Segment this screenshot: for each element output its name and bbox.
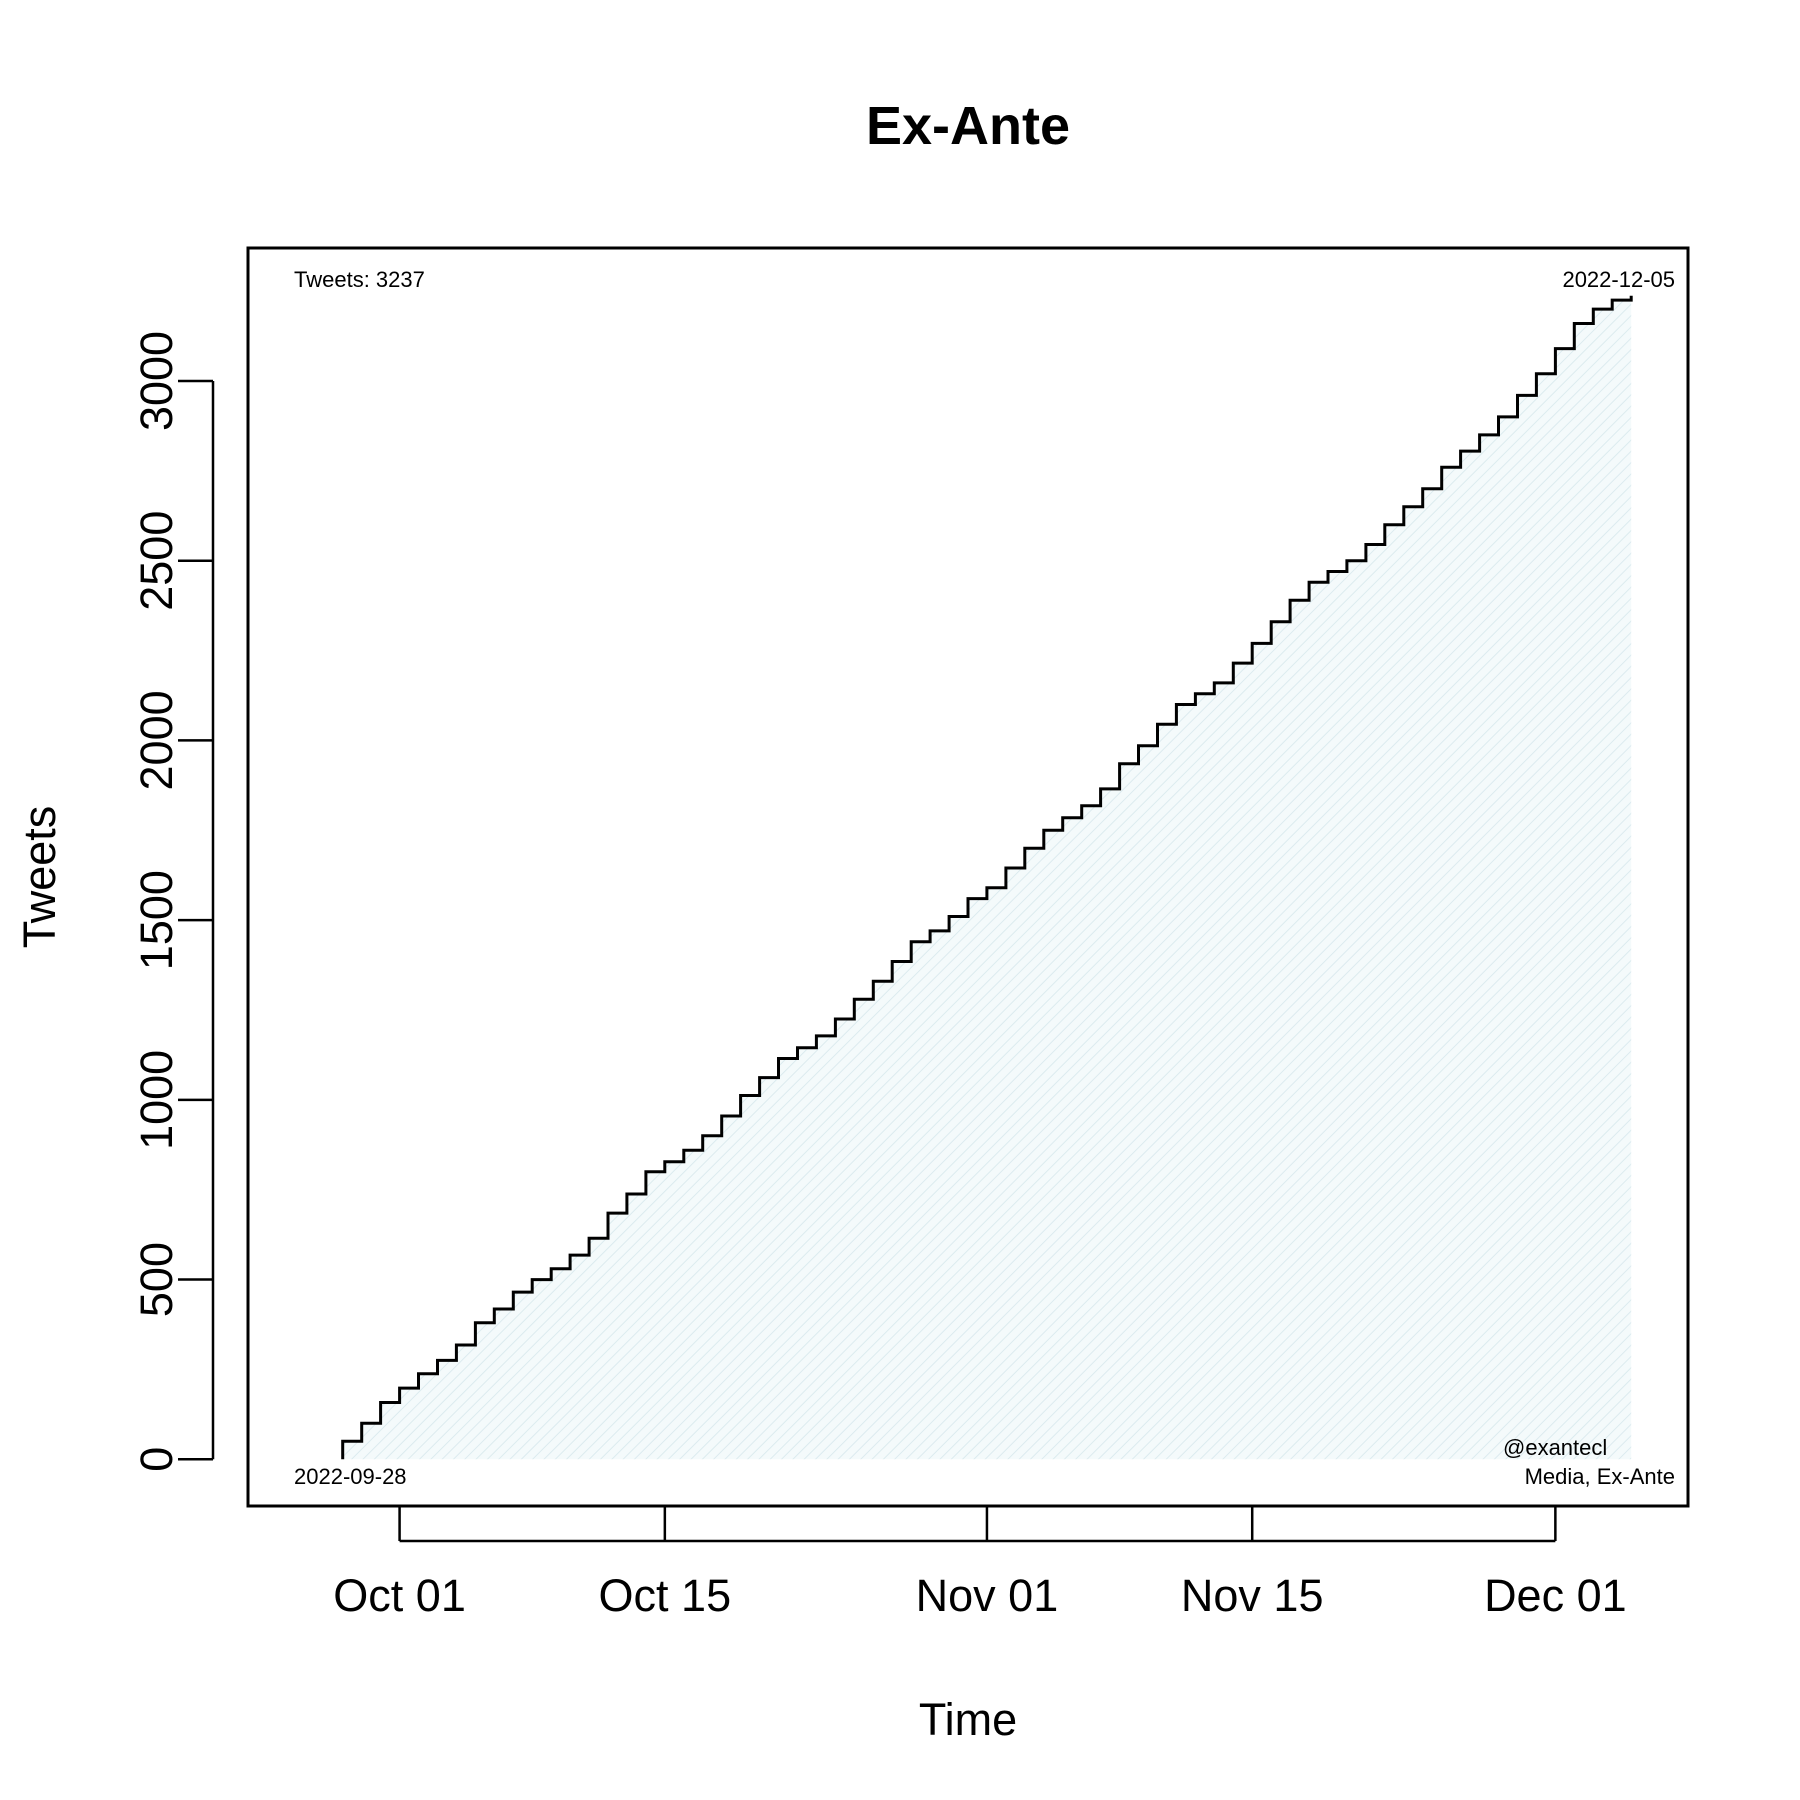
plot-area bbox=[341, 295, 1633, 1460]
plot-frame bbox=[246, 246, 1690, 1508]
y-tick-label: 1000 bbox=[131, 1050, 182, 1150]
x-tick-label: Dec 01 bbox=[1484, 1570, 1627, 1621]
y-tick-label: 1500 bbox=[131, 870, 182, 970]
chart-title: Ex-Ante bbox=[866, 96, 1070, 156]
x-axis-title: Time bbox=[919, 1694, 1017, 1745]
x-tick-label: Nov 15 bbox=[1181, 1570, 1324, 1621]
end-date-annotation: 2022-12-05 bbox=[1562, 267, 1675, 292]
cumulative-area-fill bbox=[342, 295, 1632, 1460]
y-tick-label: 2500 bbox=[131, 511, 182, 611]
x-tick-label: Oct 15 bbox=[599, 1570, 732, 1621]
y-tick-label: 2000 bbox=[131, 690, 182, 790]
start-date-annotation: 2022-09-28 bbox=[294, 1464, 407, 1489]
y-tick-label: 3000 bbox=[131, 331, 182, 431]
x-axis: Oct 01 Oct 15 Nov 01 Nov 15 Dec 01 bbox=[333, 1506, 1627, 1621]
cumulative-tweets-step-line bbox=[341, 295, 1633, 1460]
x-tick-label: Nov 01 bbox=[916, 1570, 1059, 1621]
source-handle-annotation: @exantecl bbox=[1503, 1435, 1607, 1460]
y-axis: 0 500 1000 1500 2000 2500 3000 bbox=[131, 331, 215, 1472]
x-tick-label: Oct 01 bbox=[333, 1570, 466, 1621]
y-axis-title: Tweets bbox=[14, 806, 65, 949]
source-name-annotation: Media, Ex-Ante bbox=[1525, 1464, 1675, 1489]
y-tick-label: 0 bbox=[131, 1447, 182, 1472]
y-tick-label: 500 bbox=[131, 1242, 182, 1317]
tweet-total-annotation: Tweets: 3237 bbox=[294, 267, 425, 292]
